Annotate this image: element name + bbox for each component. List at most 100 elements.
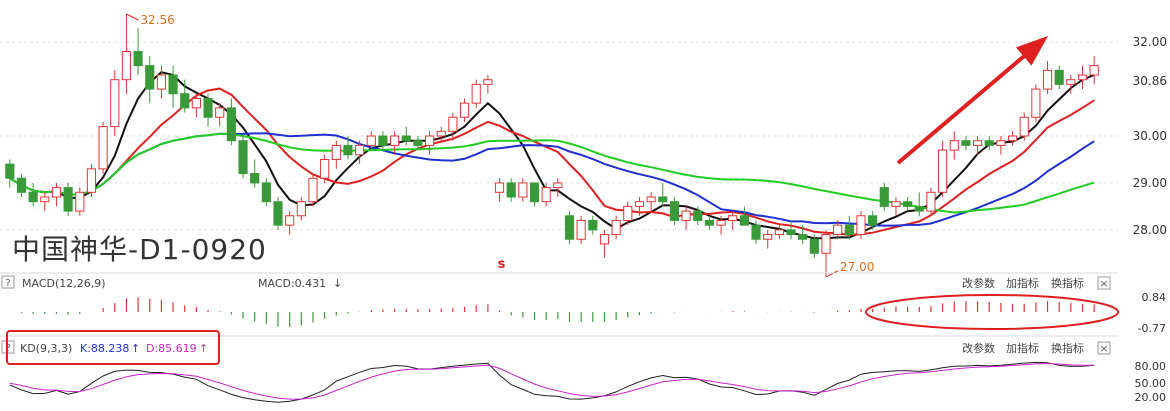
candle-up (599, 234, 610, 245)
macd-tick-high: 0.84 (1142, 291, 1167, 304)
candle-up (75, 191, 85, 212)
candle-up (716, 219, 726, 226)
candle-up (483, 79, 493, 85)
candle-down (914, 205, 924, 212)
candle-up (98, 126, 108, 170)
kd-tick-80: 80.00 (1135, 360, 1167, 373)
kd-close-icon[interactable] (1097, 341, 1111, 355)
candle-up (949, 140, 959, 151)
candle-down (786, 229, 796, 236)
kd-k-arrow: ↑ (131, 342, 140, 355)
candle-down (588, 219, 598, 231)
trend-arrow (896, 35, 1049, 165)
candlestick-series (5, 14, 1099, 277)
macd-add-indicator-button[interactable]: 加指标 (1006, 276, 1039, 290)
candle-down (961, 140, 971, 146)
candle-down (226, 107, 236, 142)
candle-up (459, 102, 470, 118)
annotations: 32.56 27.00 s (126, 13, 874, 278)
candle-up (891, 201, 901, 207)
candle-down (704, 219, 714, 226)
candle-up (86, 168, 97, 193)
price-axis: 32.00 30.00 29.00 28.00 (1133, 35, 1167, 237)
kd-edit-params-button[interactable]: 改参数 (962, 341, 995, 355)
candle-down (903, 201, 913, 207)
candle-up (1007, 135, 1018, 142)
macd-help-icon[interactable] (1, 275, 15, 289)
macd-label: MACD(12,26,9) (22, 277, 106, 290)
kd-close-glyph: × (1099, 342, 1108, 355)
kd-tick-50: 50.00 (1135, 377, 1167, 390)
candle-down (238, 140, 248, 175)
current-price-box (1112, 72, 1170, 88)
macd-switch-indicator-button[interactable]: 换指标 (1051, 276, 1084, 290)
candle-up (331, 144, 341, 160)
candle-up (1042, 69, 1053, 90)
candle-down (751, 224, 761, 240)
macd-tick-low: -0.77 (1138, 322, 1166, 335)
candle-up (448, 116, 458, 132)
candle-down (529, 182, 540, 203)
candle-down (1054, 69, 1064, 85)
candle-down (145, 65, 155, 90)
candle-down (261, 182, 271, 203)
candle-down (28, 191, 38, 203)
kd-highlight-box (6, 330, 220, 365)
candle-up (1066, 79, 1076, 85)
macd-close-glyph: × (1099, 277, 1108, 290)
ma60-line (9, 132, 1095, 214)
ma20-line (9, 132, 1095, 227)
candle-up (821, 234, 831, 254)
candle-down (693, 210, 703, 221)
macd-help-glyph: ? (5, 278, 10, 289)
candle-up (611, 219, 621, 236)
macd-highlight-ellipse (865, 294, 1119, 330)
kd-k-value: K:88.238 (80, 342, 129, 355)
candle-up (728, 215, 738, 221)
kd-d-value: D:85.619 (146, 342, 197, 355)
candle-up (355, 144, 365, 156)
candle-down (273, 201, 283, 226)
candle-up (926, 191, 936, 212)
candle-up (972, 140, 983, 146)
candle-down (739, 215, 749, 226)
candle-up (285, 215, 295, 226)
candle-down (168, 74, 178, 95)
price-tick-label: 32.00 (1133, 35, 1167, 49)
candle-up (215, 107, 225, 118)
low-leader (825, 270, 839, 278)
kd-d-line (9, 362, 1095, 400)
kd-label: KD(9,3,3) (20, 342, 72, 355)
signal-marker: s (498, 257, 506, 272)
kd-add-indicator-button[interactable]: 加指标 (1006, 341, 1039, 355)
kd-lines (9, 361, 1095, 403)
low-price-label: 27.00 (840, 260, 874, 274)
candle-down (984, 140, 994, 146)
candle-up (763, 234, 773, 240)
candle-up (576, 219, 586, 240)
chart-title: 中国神华-D1-0920 (12, 233, 267, 266)
candle-up (553, 182, 563, 189)
kd-k-line (9, 361, 1095, 403)
candle-up (320, 158, 330, 179)
candle-up (1089, 65, 1099, 76)
candle-up (436, 130, 446, 137)
price-tick-label: 29.00 (1133, 176, 1167, 190)
candle-down (844, 224, 854, 236)
macd-close-icon[interactable] (1097, 276, 1111, 290)
candle-down (250, 173, 260, 184)
candle-up (518, 182, 528, 198)
candle-up (121, 51, 132, 81)
candle-up (541, 187, 551, 203)
candle-down (63, 187, 73, 212)
macd-edit-params-button[interactable]: 改参数 (962, 276, 995, 290)
candle-up (938, 149, 948, 193)
candle-down (401, 135, 411, 142)
candle-down (180, 93, 190, 109)
candle-up (51, 187, 62, 198)
kd-switch-indicator-button[interactable]: 换指标 (1051, 341, 1084, 355)
candle-down (16, 177, 27, 193)
candle-down (343, 144, 353, 156)
